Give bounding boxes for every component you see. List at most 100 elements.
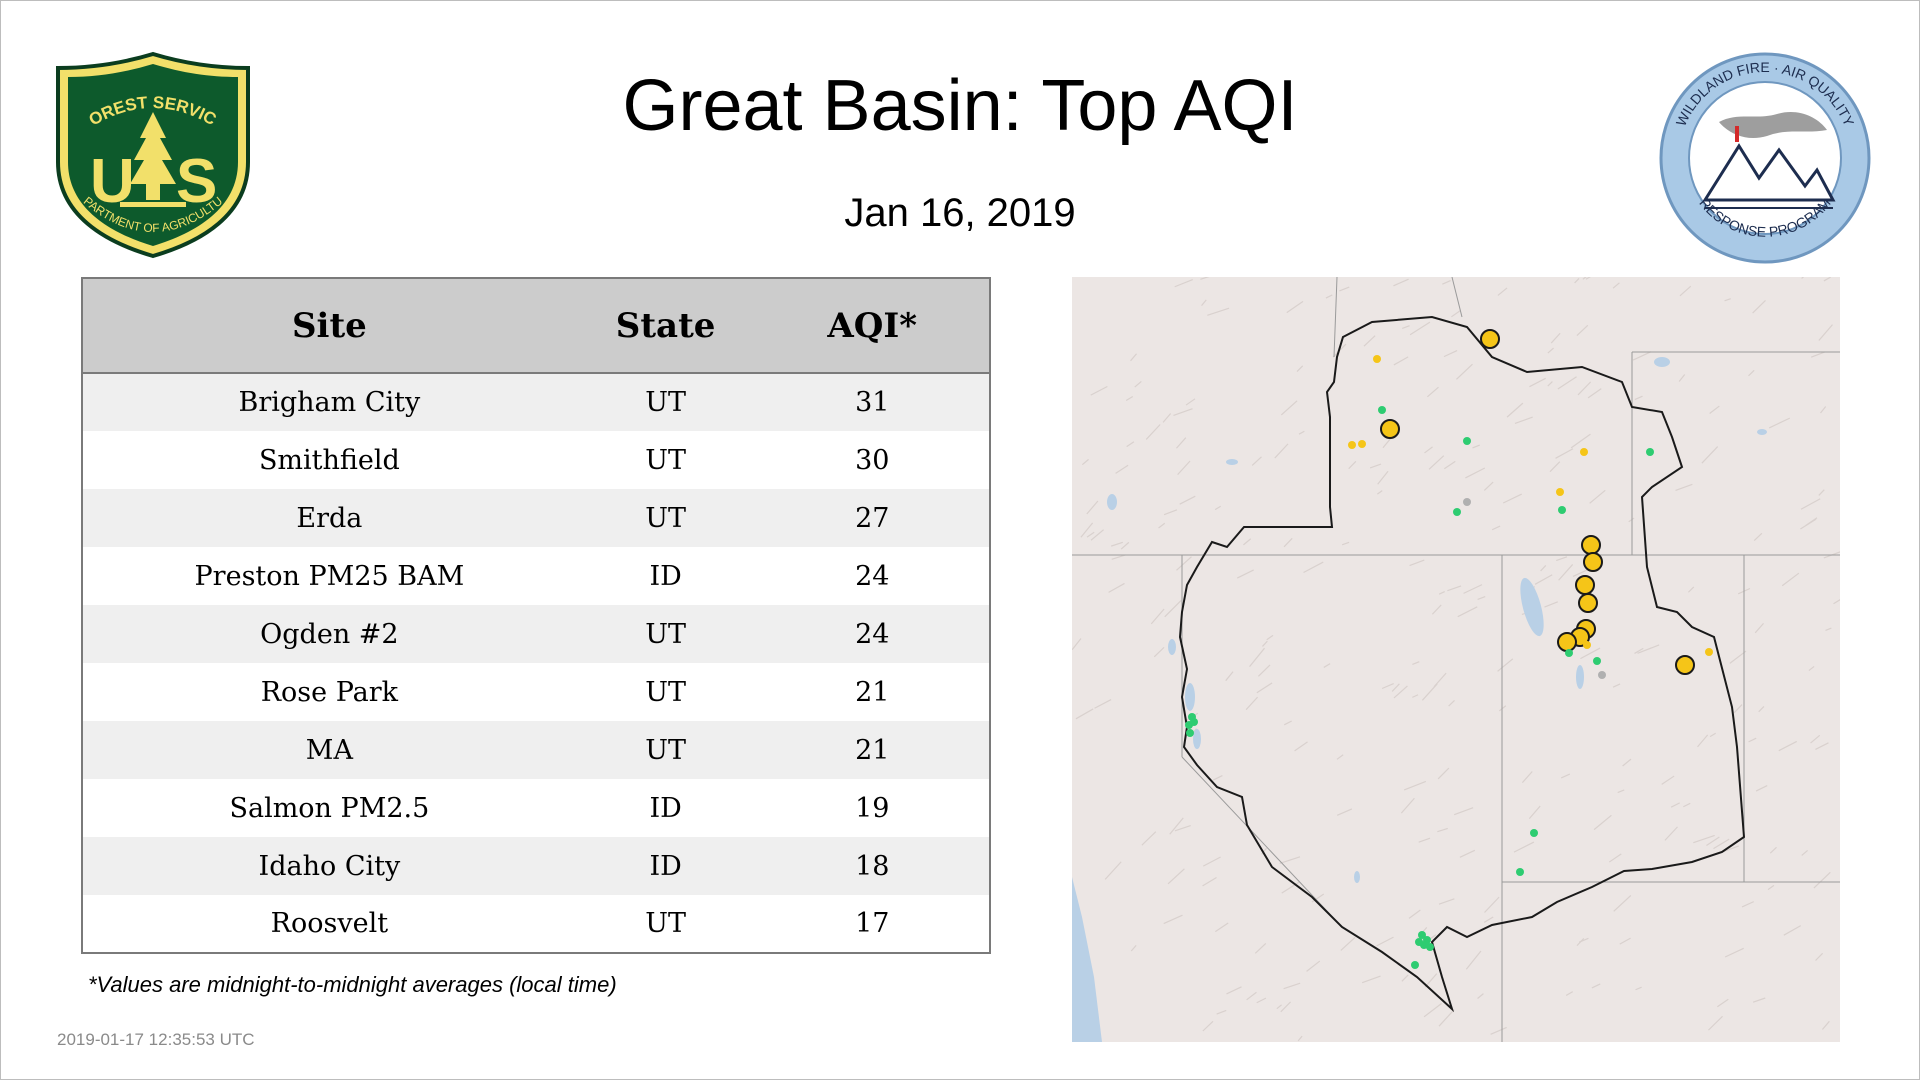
- relief-stroke: [1612, 282, 1620, 289]
- terrain-background: [1072, 277, 1840, 1042]
- aqi-site-marker[interactable]: [1373, 355, 1381, 363]
- aqi-site-marker[interactable]: [1558, 506, 1566, 514]
- relief-stroke: [1497, 287, 1508, 296]
- top-aqi-site-marker[interactable]: [1380, 419, 1400, 439]
- top-aqi-site-marker[interactable]: [1575, 575, 1595, 595]
- aqi-site-marker[interactable]: [1565, 649, 1573, 657]
- relief-stroke: [1426, 386, 1439, 398]
- aqi-site-marker[interactable]: [1583, 641, 1591, 649]
- relief-stroke: [1502, 493, 1522, 504]
- aqi-site-marker[interactable]: [1186, 729, 1194, 737]
- cell-site: Preston PM25 BAM: [82, 547, 576, 605]
- relief-stroke: [1557, 376, 1577, 390]
- aqi-site-marker[interactable]: [1411, 961, 1419, 969]
- aqi-site-marker[interactable]: [1418, 931, 1426, 939]
- cell-site: MA: [82, 721, 576, 779]
- aqi-site-marker[interactable]: [1598, 671, 1606, 679]
- relief-stroke: [1348, 460, 1357, 470]
- cell-state: UT: [575, 895, 756, 953]
- relief-stroke: [1442, 280, 1451, 285]
- relief-stroke: [1393, 278, 1409, 287]
- relief-stroke: [1286, 300, 1304, 314]
- relief-stroke: [1261, 847, 1268, 855]
- relief-stroke: [1443, 350, 1458, 358]
- relief-stroke: [1341, 541, 1350, 546]
- wildland-fire-air-quality-seal-icon: WILDLAND FIRE · AIR QUALITY RESPONSE PRO…: [1659, 52, 1871, 264]
- relief-stroke: [1225, 671, 1234, 682]
- relief-stroke: [1637, 644, 1660, 654]
- relief-stroke: [1433, 672, 1447, 688]
- top-aqi-site-marker[interactable]: [1581, 535, 1601, 555]
- relief-stroke: [1769, 846, 1777, 854]
- aqi-site-marker[interactable]: [1190, 718, 1198, 726]
- relief-stroke: [1675, 483, 1693, 492]
- aqi-table: Site State AQI* Brigham City UT 31 Smithfi…: [81, 277, 991, 954]
- relief-stroke: [1130, 944, 1137, 952]
- wildland-fire-logo: WILDLAND FIRE · AIR QUALITY RESPONSE PRO…: [1657, 50, 1873, 266]
- aqi-site-marker[interactable]: [1463, 437, 1471, 445]
- column-header-aqi: AQI*: [755, 278, 990, 374]
- aqi-site-marker[interactable]: [1358, 440, 1366, 448]
- relief-stroke: [1201, 299, 1207, 306]
- relief-stroke: [1558, 564, 1574, 581]
- relief-stroke: [1477, 596, 1486, 601]
- top-aqi-site-marker[interactable]: [1583, 552, 1603, 572]
- aqi-site-marker[interactable]: [1556, 488, 1564, 496]
- relief-stroke: [1412, 661, 1420, 665]
- relief-stroke: [1448, 700, 1455, 707]
- relief-stroke: [1748, 369, 1755, 377]
- top-aqi-site-marker[interactable]: [1480, 329, 1500, 349]
- table-row: MA UT 21: [82, 721, 990, 779]
- aqi-site-marker[interactable]: [1705, 648, 1713, 656]
- relief-stroke: [1632, 351, 1652, 361]
- relief-stroke: [1465, 950, 1482, 970]
- relief-stroke: [1801, 277, 1805, 279]
- aqi-site-marker[interactable]: [1593, 657, 1601, 665]
- cell-aqi: 30: [755, 431, 990, 489]
- relief-stroke: [1628, 517, 1635, 523]
- cell-state: UT: [575, 431, 756, 489]
- top-aqi-site-marker[interactable]: [1578, 593, 1598, 613]
- relief-stroke: [1472, 444, 1480, 449]
- aqi-site-marker[interactable]: [1348, 441, 1356, 449]
- cell-site: Ogden #2: [82, 605, 576, 663]
- aqi-site-marker[interactable]: [1580, 448, 1588, 456]
- relief-stroke: [1202, 856, 1221, 867]
- relief-stroke: [1555, 448, 1574, 459]
- aqi-site-marker[interactable]: [1646, 448, 1654, 456]
- relief-stroke: [1145, 424, 1161, 440]
- relief-stroke: [1323, 663, 1331, 668]
- relief-stroke: [1706, 836, 1720, 847]
- forest-service-logo: FOREST SERVICE U S DEPARTMENT OF AGRICUL…: [44, 35, 256, 260]
- cell-aqi: 27: [755, 489, 990, 547]
- cell-site: Idaho City: [82, 837, 576, 895]
- table-row: Smithfield UT 30: [82, 431, 990, 489]
- relief-stroke: [1447, 585, 1462, 592]
- cell-state: UT: [575, 605, 756, 663]
- top-aqi-site-marker[interactable]: [1675, 655, 1695, 675]
- relief-stroke: [1438, 591, 1445, 595]
- relief-stroke: [1506, 402, 1524, 418]
- top-aqi-site-marker[interactable]: [1557, 632, 1577, 652]
- relief-stroke: [1634, 647, 1644, 654]
- relief-stroke: [1274, 443, 1289, 459]
- relief-stroke: [1574, 277, 1580, 284]
- aqi-site-marker[interactable]: [1516, 868, 1524, 876]
- aqi-site-marker[interactable]: [1426, 943, 1434, 951]
- relief-stroke: [1216, 1009, 1227, 1015]
- aqi-site-marker[interactable]: [1463, 498, 1471, 506]
- great-basin-map[interactable]: [1072, 277, 1840, 1042]
- aqi-site-marker[interactable]: [1453, 508, 1461, 516]
- relief-stroke: [1437, 827, 1448, 833]
- relief-stroke: [1431, 604, 1442, 615]
- aqi-site-marker[interactable]: [1415, 938, 1423, 946]
- relief-stroke: [1162, 413, 1172, 423]
- relief-stroke: [1484, 896, 1500, 913]
- relief-stroke: [1261, 640, 1268, 647]
- relief-stroke: [1437, 767, 1450, 780]
- relief-stroke: [1256, 682, 1273, 694]
- relief-stroke: [1164, 599, 1182, 618]
- relief-stroke: [1748, 737, 1757, 743]
- aqi-site-marker[interactable]: [1378, 406, 1386, 414]
- aqi-site-marker[interactable]: [1530, 829, 1538, 837]
